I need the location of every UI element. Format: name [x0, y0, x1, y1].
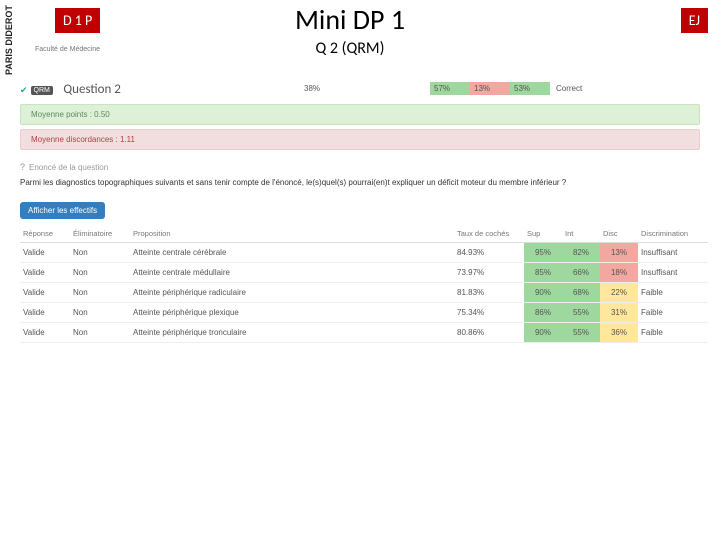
table-column-header: Proposition — [130, 225, 454, 243]
tag-ej: EJ — [681, 8, 708, 33]
table-cell: Insuffisant — [638, 263, 708, 283]
tag-d1p: D 1 P — [55, 8, 100, 33]
table-cell: Non — [70, 303, 130, 323]
table-cell: 22% — [600, 283, 638, 303]
table-cell: Atteinte périphérique tronculaire — [130, 323, 454, 343]
table-row: ValideNonAtteinte périphérique radiculai… — [20, 283, 708, 303]
title-block: Mini DP 1 Q 2 (QRM) — [220, 2, 480, 58]
table-cell: 55% — [562, 303, 600, 323]
percent-cell: 53% — [510, 82, 550, 95]
percent-strip: 38%57%13%53%Correct — [300, 82, 588, 95]
table-cell: 73.97% — [454, 263, 524, 283]
table-cell: Insuffisant — [638, 243, 708, 263]
prompt-heading-text: Enoncé de la question — [29, 163, 108, 172]
question-mark-icon: ? — [20, 162, 25, 172]
prompt-heading: ? Enoncé de la question — [20, 162, 700, 172]
table-cell: Faible — [638, 303, 708, 323]
table-cell: 36% — [600, 323, 638, 343]
prompt-text: Parmi les diagnostics topographiques sui… — [20, 178, 700, 188]
faculty-label: Faculté de Médecine — [35, 46, 100, 53]
table-cell: Atteinte centrale médullaire — [130, 263, 454, 283]
table-cell: 75.34% — [454, 303, 524, 323]
table-cell: Non — [70, 263, 130, 283]
table-column-header: Éliminatoire — [70, 225, 130, 243]
show-effectifs-button[interactable]: Afficher les effectifs — [20, 202, 105, 219]
qrm-badge: QRM — [31, 86, 53, 95]
table-cell: 82% — [562, 243, 600, 263]
header: D 1 P EJ Mini DP 1 Q 2 (QRM) Faculté de … — [0, 0, 720, 80]
table-cell: 66% — [562, 263, 600, 283]
table-cell: Valide — [20, 303, 70, 323]
table-cell: 68% — [562, 283, 600, 303]
prompt-area: ? Enoncé de la question Parmi les diagno… — [20, 162, 700, 188]
table-cell: Non — [70, 323, 130, 343]
table-cell: Faible — [638, 323, 708, 343]
page-title: Mini DP 1 — [220, 2, 480, 37]
table-cell: 95% — [524, 243, 562, 263]
table-column-header: Discrimination — [638, 225, 708, 243]
table-row: ValideNonAtteinte centrale cérébrale84.9… — [20, 243, 708, 263]
table-column-header: Int — [562, 225, 600, 243]
table-cell: 84.93% — [454, 243, 524, 263]
table-cell: Valide — [20, 283, 70, 303]
table-cell: 31% — [600, 303, 638, 323]
banner-discordances: Moyenne discordances : 1.11 — [20, 129, 700, 150]
page-subtitle: Q 2 (QRM) — [220, 39, 480, 58]
table-column-header: Disc — [600, 225, 638, 243]
correct-label: Correct — [550, 82, 588, 95]
percent-cell: 57% — [430, 82, 470, 95]
table-row: ValideNonAtteinte centrale médullaire73.… — [20, 263, 708, 283]
table-cell: 90% — [524, 283, 562, 303]
percent-cell: 13% — [470, 82, 510, 95]
table-cell: Atteinte périphérique plexique — [130, 303, 454, 323]
table-column-header: Réponse — [20, 225, 70, 243]
qrm-indicator: ✔ QRM — [20, 85, 53, 96]
question-row: ✔ QRM Question 2 38%57%13%53%Correct — [0, 80, 720, 100]
table-cell: 90% — [524, 323, 562, 343]
table-cell: Valide — [20, 323, 70, 343]
table-cell: Faible — [638, 283, 708, 303]
responses-table: RéponseÉliminatoirePropositionTaux de co… — [20, 225, 708, 343]
table-body: ValideNonAtteinte centrale cérébrale84.9… — [20, 243, 708, 343]
table-cell: Atteinte centrale cérébrale — [130, 243, 454, 263]
table-cell: Atteinte périphérique radiculaire — [130, 283, 454, 303]
banner-points: Moyenne points : 0.50 — [20, 104, 700, 125]
check-icon: ✔ — [20, 85, 28, 96]
table-cell: 55% — [562, 323, 600, 343]
table-cell: 86% — [524, 303, 562, 323]
table-cell: Valide — [20, 243, 70, 263]
table-cell: 85% — [524, 263, 562, 283]
table-cell: 80.86% — [454, 323, 524, 343]
table-row: ValideNonAtteinte périphérique plexique7… — [20, 303, 708, 323]
table-cell: Valide — [20, 263, 70, 283]
table-cell: Non — [70, 243, 130, 263]
table-cell: 13% — [600, 243, 638, 263]
table-cell: 18% — [600, 263, 638, 283]
percent-cell: 38% — [300, 82, 430, 95]
table-header-row: RéponseÉliminatoirePropositionTaux de co… — [20, 225, 708, 243]
table-cell: Non — [70, 283, 130, 303]
table-column-header: Taux de cochés — [454, 225, 524, 243]
table-cell: 81.83% — [454, 283, 524, 303]
table-column-header: Sup — [524, 225, 562, 243]
question-label: Question 2 — [57, 80, 126, 99]
table-row: ValideNonAtteinte périphérique tronculai… — [20, 323, 708, 343]
